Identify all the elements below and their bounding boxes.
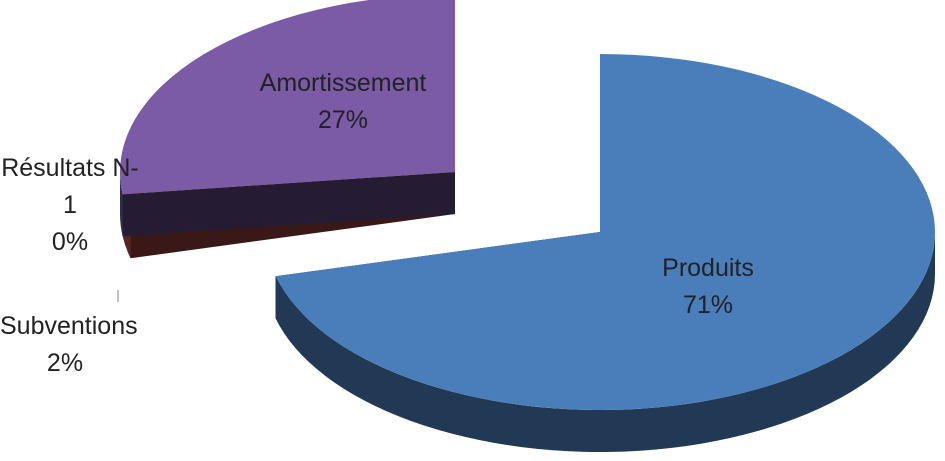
slice (120, 0, 456, 237)
value-label: 71% (682, 291, 734, 319)
slice-label: Amortissement 27% (238, 65, 448, 139)
slice-wall (275, 232, 935, 452)
category-label: Subventions (0, 312, 138, 340)
slice-top (275, 54, 935, 411)
slice-top (120, 0, 455, 195)
category-label: Amortissement (259, 69, 427, 97)
category-label: Produits (662, 254, 754, 282)
slice-label: Subventions 2% (0, 308, 138, 382)
slice (275, 54, 935, 452)
slice-wall (120, 172, 123, 237)
slice-side (122, 172, 456, 237)
category-label: Résultats N-1 (1, 154, 139, 219)
value-label: 27% (317, 106, 369, 134)
value-label: 2% (46, 349, 84, 377)
slice-label: Produits 71% (628, 250, 788, 324)
value-label: 0% (51, 228, 89, 256)
slice-label: Résultats N-1 0% (0, 150, 145, 261)
